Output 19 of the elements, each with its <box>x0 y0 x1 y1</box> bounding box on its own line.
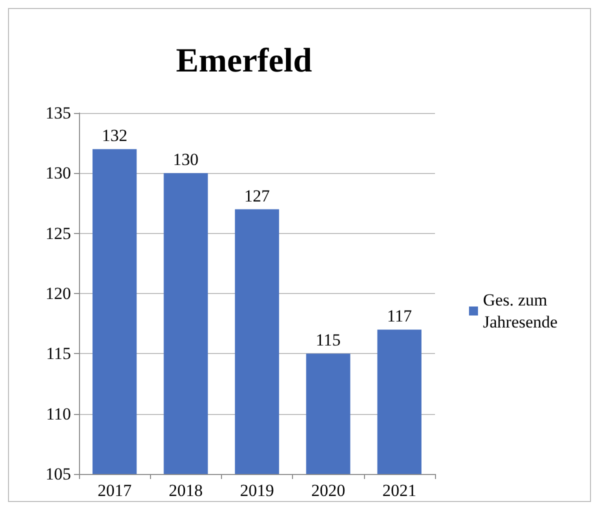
data-label: 115 <box>316 330 341 350</box>
y-tick-label: 105 <box>46 464 71 484</box>
x-tick-label: 2020 <box>311 481 346 500</box>
x-tick-label: 2021 <box>382 481 416 500</box>
data-label: 132 <box>102 126 128 146</box>
y-tick-label: 120 <box>46 284 71 303</box>
data-label: 127 <box>244 186 270 206</box>
x-tick-label: 2017 <box>98 481 132 500</box>
data-label: 130 <box>173 150 199 170</box>
y-tick-label: 130 <box>46 164 71 183</box>
y-tick-label: 110 <box>46 404 71 424</box>
y-tick-label: 125 <box>46 224 71 243</box>
x-tick-label: 2018 <box>168 481 203 500</box>
x-tick-label: 2019 <box>240 481 274 500</box>
chart-title: Emerfeld <box>176 42 312 80</box>
legend-label: Ges. zum Jahresende <box>483 290 558 332</box>
data-label: 117 <box>386 306 412 326</box>
y-tick-label: 135 <box>46 104 71 122</box>
y-tick-label: 115 <box>46 344 71 364</box>
